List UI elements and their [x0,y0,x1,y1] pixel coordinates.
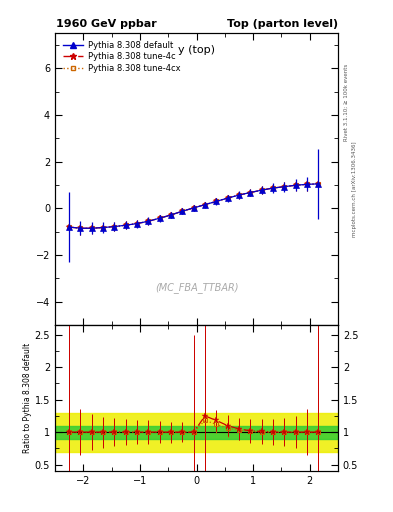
Legend: Pythia 8.308 default, Pythia 8.308 tune-4c, Pythia 8.308 tune-4cx: Pythia 8.308 default, Pythia 8.308 tune-… [59,37,184,76]
Text: Rivet 3.1.10; ≥ 100k events: Rivet 3.1.10; ≥ 100k events [344,64,349,141]
Text: (MC_FBA_TTBAR): (MC_FBA_TTBAR) [155,282,238,293]
Bar [55,413,338,452]
Text: 1960 GeV ppbar: 1960 GeV ppbar [56,19,156,30]
Text: Top (parton level): Top (parton level) [228,19,338,30]
Bar [55,425,338,439]
Text: mcplots.cern.ch [arXiv:1306.3436]: mcplots.cern.ch [arXiv:1306.3436] [352,142,357,237]
Text: y (top): y (top) [178,45,215,55]
Y-axis label: Ratio to Pythia 8.308 default: Ratio to Pythia 8.308 default [23,343,32,453]
